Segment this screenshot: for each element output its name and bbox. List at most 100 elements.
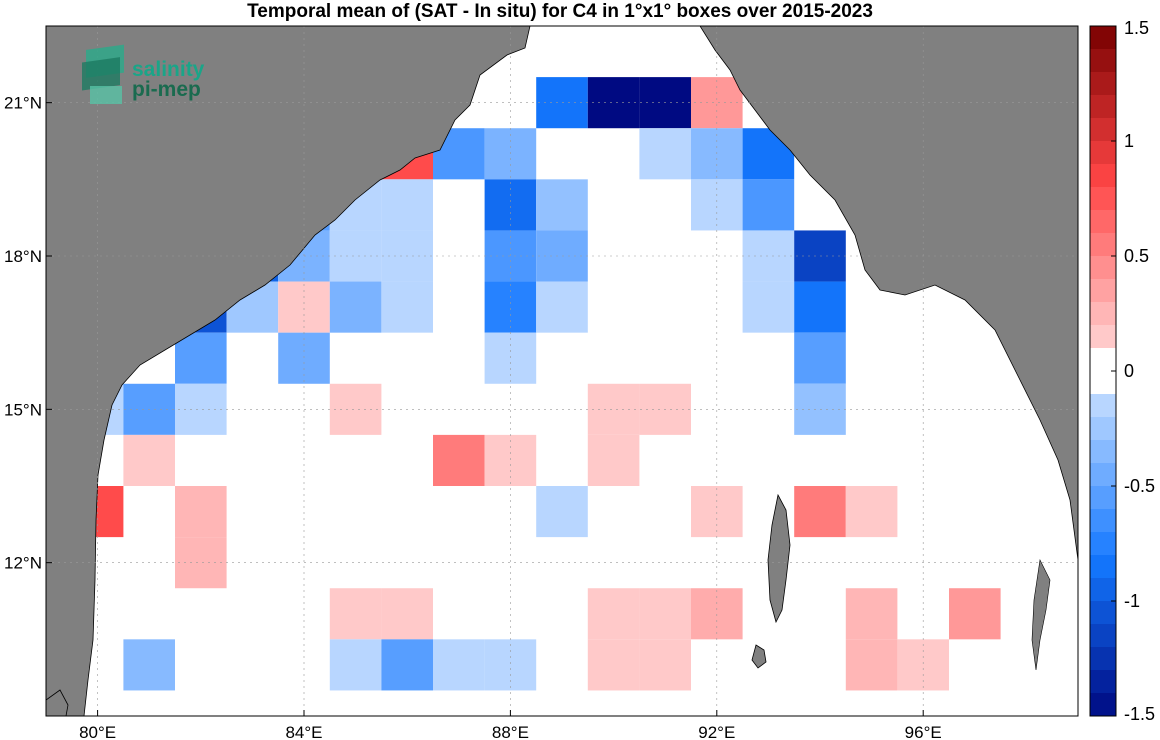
heatmap-cell xyxy=(691,588,743,640)
colorbar-tick-label: -1.5 xyxy=(1124,704,1155,724)
x-axis: 80°E 84°E 88°E 92°E 96°E xyxy=(79,710,942,740)
heatmap-cell xyxy=(691,179,743,231)
coastal-islands xyxy=(1031,559,1051,671)
colorbar-band xyxy=(1090,578,1116,602)
y-tick-label: 12°N xyxy=(4,554,42,573)
heatmap-cell xyxy=(587,588,640,640)
colorbar-band xyxy=(1090,486,1116,510)
heatmap-cell xyxy=(587,383,640,435)
colorbar-band xyxy=(1090,49,1116,73)
heatmap-cell xyxy=(329,639,382,691)
map-title: Temporal mean of (SAT - In situ) for C4 … xyxy=(247,1,873,22)
heatmap-cell xyxy=(278,281,330,333)
heatmap-cell xyxy=(433,639,485,691)
heatmap-cell xyxy=(175,537,227,589)
andaman-islands xyxy=(767,493,791,624)
heatmap-cell xyxy=(845,486,898,538)
colorbar-tick-label: 1.5 xyxy=(1124,18,1149,38)
logo-mark-icon xyxy=(82,44,124,104)
heatmap-cell xyxy=(536,281,588,333)
heatmap-cell xyxy=(484,281,537,333)
colorbar-band xyxy=(1090,532,1116,556)
logo-line2: pi-mep xyxy=(132,78,201,101)
colorbar-band xyxy=(1090,233,1116,257)
y-axis: 12°N 15°N 18°N 21°N xyxy=(4,94,52,573)
heatmap-cell xyxy=(639,639,691,691)
colorbar-tick-label: 1 xyxy=(1124,131,1134,151)
colorbar-band xyxy=(1090,279,1116,303)
y-tick-label: 18°N xyxy=(4,247,42,266)
heatmap-cell xyxy=(484,434,537,486)
colorbar-band xyxy=(1090,348,1116,372)
colorbar-band xyxy=(1090,555,1116,579)
little-andaman xyxy=(751,644,767,669)
heatmap-cell xyxy=(329,230,382,282)
heatmap-cell xyxy=(484,179,537,231)
colorbar-band xyxy=(1090,670,1116,694)
colorbar-band xyxy=(1090,624,1116,648)
colorbar-band xyxy=(1090,164,1116,188)
heatmap-cell xyxy=(536,179,588,231)
heatmap-cell xyxy=(691,486,743,538)
map-frame xyxy=(45,25,1079,717)
heatmap-cell xyxy=(175,486,227,538)
y-tick-label: 15°N xyxy=(4,400,42,419)
salinity-pi-mep-logo: salinity pi-mep xyxy=(82,44,205,104)
colorbar-tick-label: -0.5 xyxy=(1124,476,1155,496)
heatmap-cell xyxy=(742,230,795,282)
x-tick-label: 84°E xyxy=(285,723,322,740)
colorbar-band xyxy=(1090,647,1116,671)
colorbar-band xyxy=(1090,118,1116,142)
heatmap-cell xyxy=(897,639,949,691)
heatmap-cell xyxy=(845,639,898,691)
colorbar-band xyxy=(1090,210,1116,234)
land-india xyxy=(46,26,531,716)
colorbar-ticks: 1.5 1 0.5 0 -0.5 -1 -1.5 xyxy=(1111,18,1155,724)
heatmap-cell xyxy=(794,486,846,538)
colorbar xyxy=(1090,26,1116,717)
colorbar-band xyxy=(1090,371,1116,395)
x-tick-label: 80°E xyxy=(79,723,116,740)
heatmap-cell xyxy=(949,588,1001,640)
colorbar-band xyxy=(1090,325,1116,349)
colorbar-band xyxy=(1090,302,1116,326)
heatmap-cell xyxy=(381,639,433,691)
colorbar-band xyxy=(1090,394,1116,418)
colorbar-band xyxy=(1090,72,1116,96)
colorbar-band xyxy=(1090,256,1116,280)
gridlines xyxy=(46,26,1078,716)
heatmap-cell xyxy=(484,639,537,691)
heatmap-cell xyxy=(123,434,175,486)
heatmap-cell xyxy=(536,486,588,538)
colorbar-tick-label: 0 xyxy=(1124,361,1134,381)
heatmap-cell xyxy=(484,332,537,384)
x-tick-label: 88°E xyxy=(492,723,529,740)
colorbar-tick-label: -1 xyxy=(1124,591,1140,611)
heatmap-cell xyxy=(691,77,743,129)
heatmap-cell xyxy=(433,434,485,486)
heatmap-cell xyxy=(381,179,433,231)
heatmap-cell xyxy=(175,383,227,435)
x-tick-label: 96°E xyxy=(905,723,942,740)
heatmap-cell xyxy=(587,639,640,691)
heatmap-cell xyxy=(175,332,227,384)
heatmap-cell xyxy=(742,281,795,333)
heatmap-cell xyxy=(329,588,382,640)
land-myanmar xyxy=(699,26,1078,561)
heatmap-cell xyxy=(639,128,691,180)
map-area xyxy=(46,26,1078,716)
colorbar-band xyxy=(1090,417,1116,441)
heatmap-cell xyxy=(329,383,382,435)
colorbar-band xyxy=(1090,95,1116,119)
colorbar-tick-label: 0.5 xyxy=(1124,246,1149,266)
colorbar-band xyxy=(1090,463,1116,487)
x-tick-label: 92°E xyxy=(698,723,735,740)
colorbar-band xyxy=(1090,141,1116,165)
heatmap-cell xyxy=(742,179,795,231)
heatmap-cell xyxy=(587,434,640,486)
colorbar-band xyxy=(1090,509,1116,533)
heatmap-cell xyxy=(329,281,382,333)
heatmap-cell xyxy=(639,588,691,640)
heatmap-cell xyxy=(845,588,898,640)
